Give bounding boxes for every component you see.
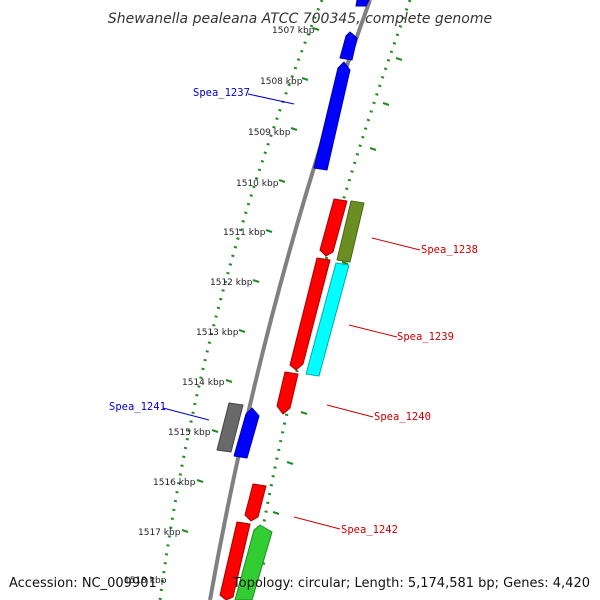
gene-arrow[interactable] xyxy=(289,257,331,371)
callout-lines xyxy=(162,93,421,530)
tick-label: 1511 kbp xyxy=(223,228,266,238)
callout-labels: Spea_1237 Spea_1238 Spea_1239 Spea_1240 … xyxy=(109,87,478,536)
tick-label: 1507 kbp xyxy=(272,26,315,36)
tick-label: 1510 kbp xyxy=(236,179,279,189)
tick-label: 1509 kbp xyxy=(248,128,291,138)
gene-arrow[interactable] xyxy=(319,198,348,257)
feature-label-spea-1241[interactable]: Spea_1241 xyxy=(109,401,166,413)
gene-arrow[interactable] xyxy=(355,0,370,7)
tick-label: 1513 kbp xyxy=(196,328,239,338)
gene-arrow-spea-1237[interactable] xyxy=(313,61,351,171)
gene-arrow-spea-1238[interactable] xyxy=(336,200,365,263)
gene-arrow-spea-1240[interactable] xyxy=(276,371,299,415)
tick-label: 1518 kbp xyxy=(124,576,167,586)
tick-label: 1517 kbp xyxy=(138,528,181,538)
tick-label: 1508 kbp xyxy=(260,77,303,87)
feature-label-spea-1238[interactable]: Spea_1238 xyxy=(421,244,478,256)
gene-arrow-spea-1242[interactable] xyxy=(219,521,251,600)
tick-label: 1515 kbp xyxy=(168,428,211,438)
tick-label: 1516 kbp xyxy=(153,478,196,488)
feature-label-spea-1239[interactable]: Spea_1239 xyxy=(397,331,454,343)
map-title: Shewanella pealeana ATCC 700345, complet… xyxy=(108,11,492,27)
tick-marks xyxy=(181,27,320,533)
feature-label-spea-1240[interactable]: Spea_1240 xyxy=(374,411,431,423)
gene-arrow[interactable] xyxy=(233,407,260,459)
tick-labels: 1507 kbp 1508 kbp 1509 kbp 1510 kbp 1511… xyxy=(124,26,315,586)
gene-arrow[interactable] xyxy=(339,31,358,61)
gene-arrow[interactable] xyxy=(244,483,267,522)
gene-arrow-spea-1241[interactable] xyxy=(216,402,244,453)
gene-features xyxy=(216,0,370,600)
outer-dotted-ring-left xyxy=(158,0,324,600)
feature-label-spea-1237[interactable]: Spea_1237 xyxy=(193,87,250,99)
gene-arrow[interactable] xyxy=(234,524,273,600)
tick-label: 1512 kbp xyxy=(210,278,253,288)
accession-text: Accession: NC_009901 xyxy=(9,576,157,591)
gene-arrow-spea-1239[interactable] xyxy=(305,262,350,377)
feature-label-spea-1242[interactable]: Spea_1242 xyxy=(341,524,398,536)
tick-label: 1514 kbp xyxy=(182,378,225,388)
topology-text: Topology: circular; Length: 5,174,581 bp… xyxy=(232,576,590,591)
